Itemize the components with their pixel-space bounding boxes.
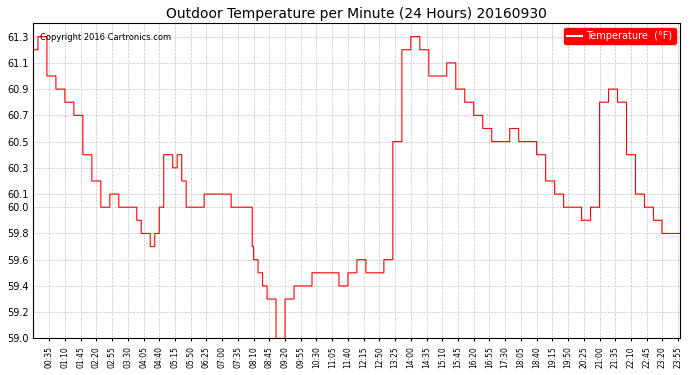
Legend: Temperature  (°F): Temperature (°F) bbox=[564, 28, 676, 44]
Title: Outdoor Temperature per Minute (24 Hours) 20160930: Outdoor Temperature per Minute (24 Hours… bbox=[166, 7, 547, 21]
Text: Copyright 2016 Cartronics.com: Copyright 2016 Cartronics.com bbox=[40, 33, 171, 42]
